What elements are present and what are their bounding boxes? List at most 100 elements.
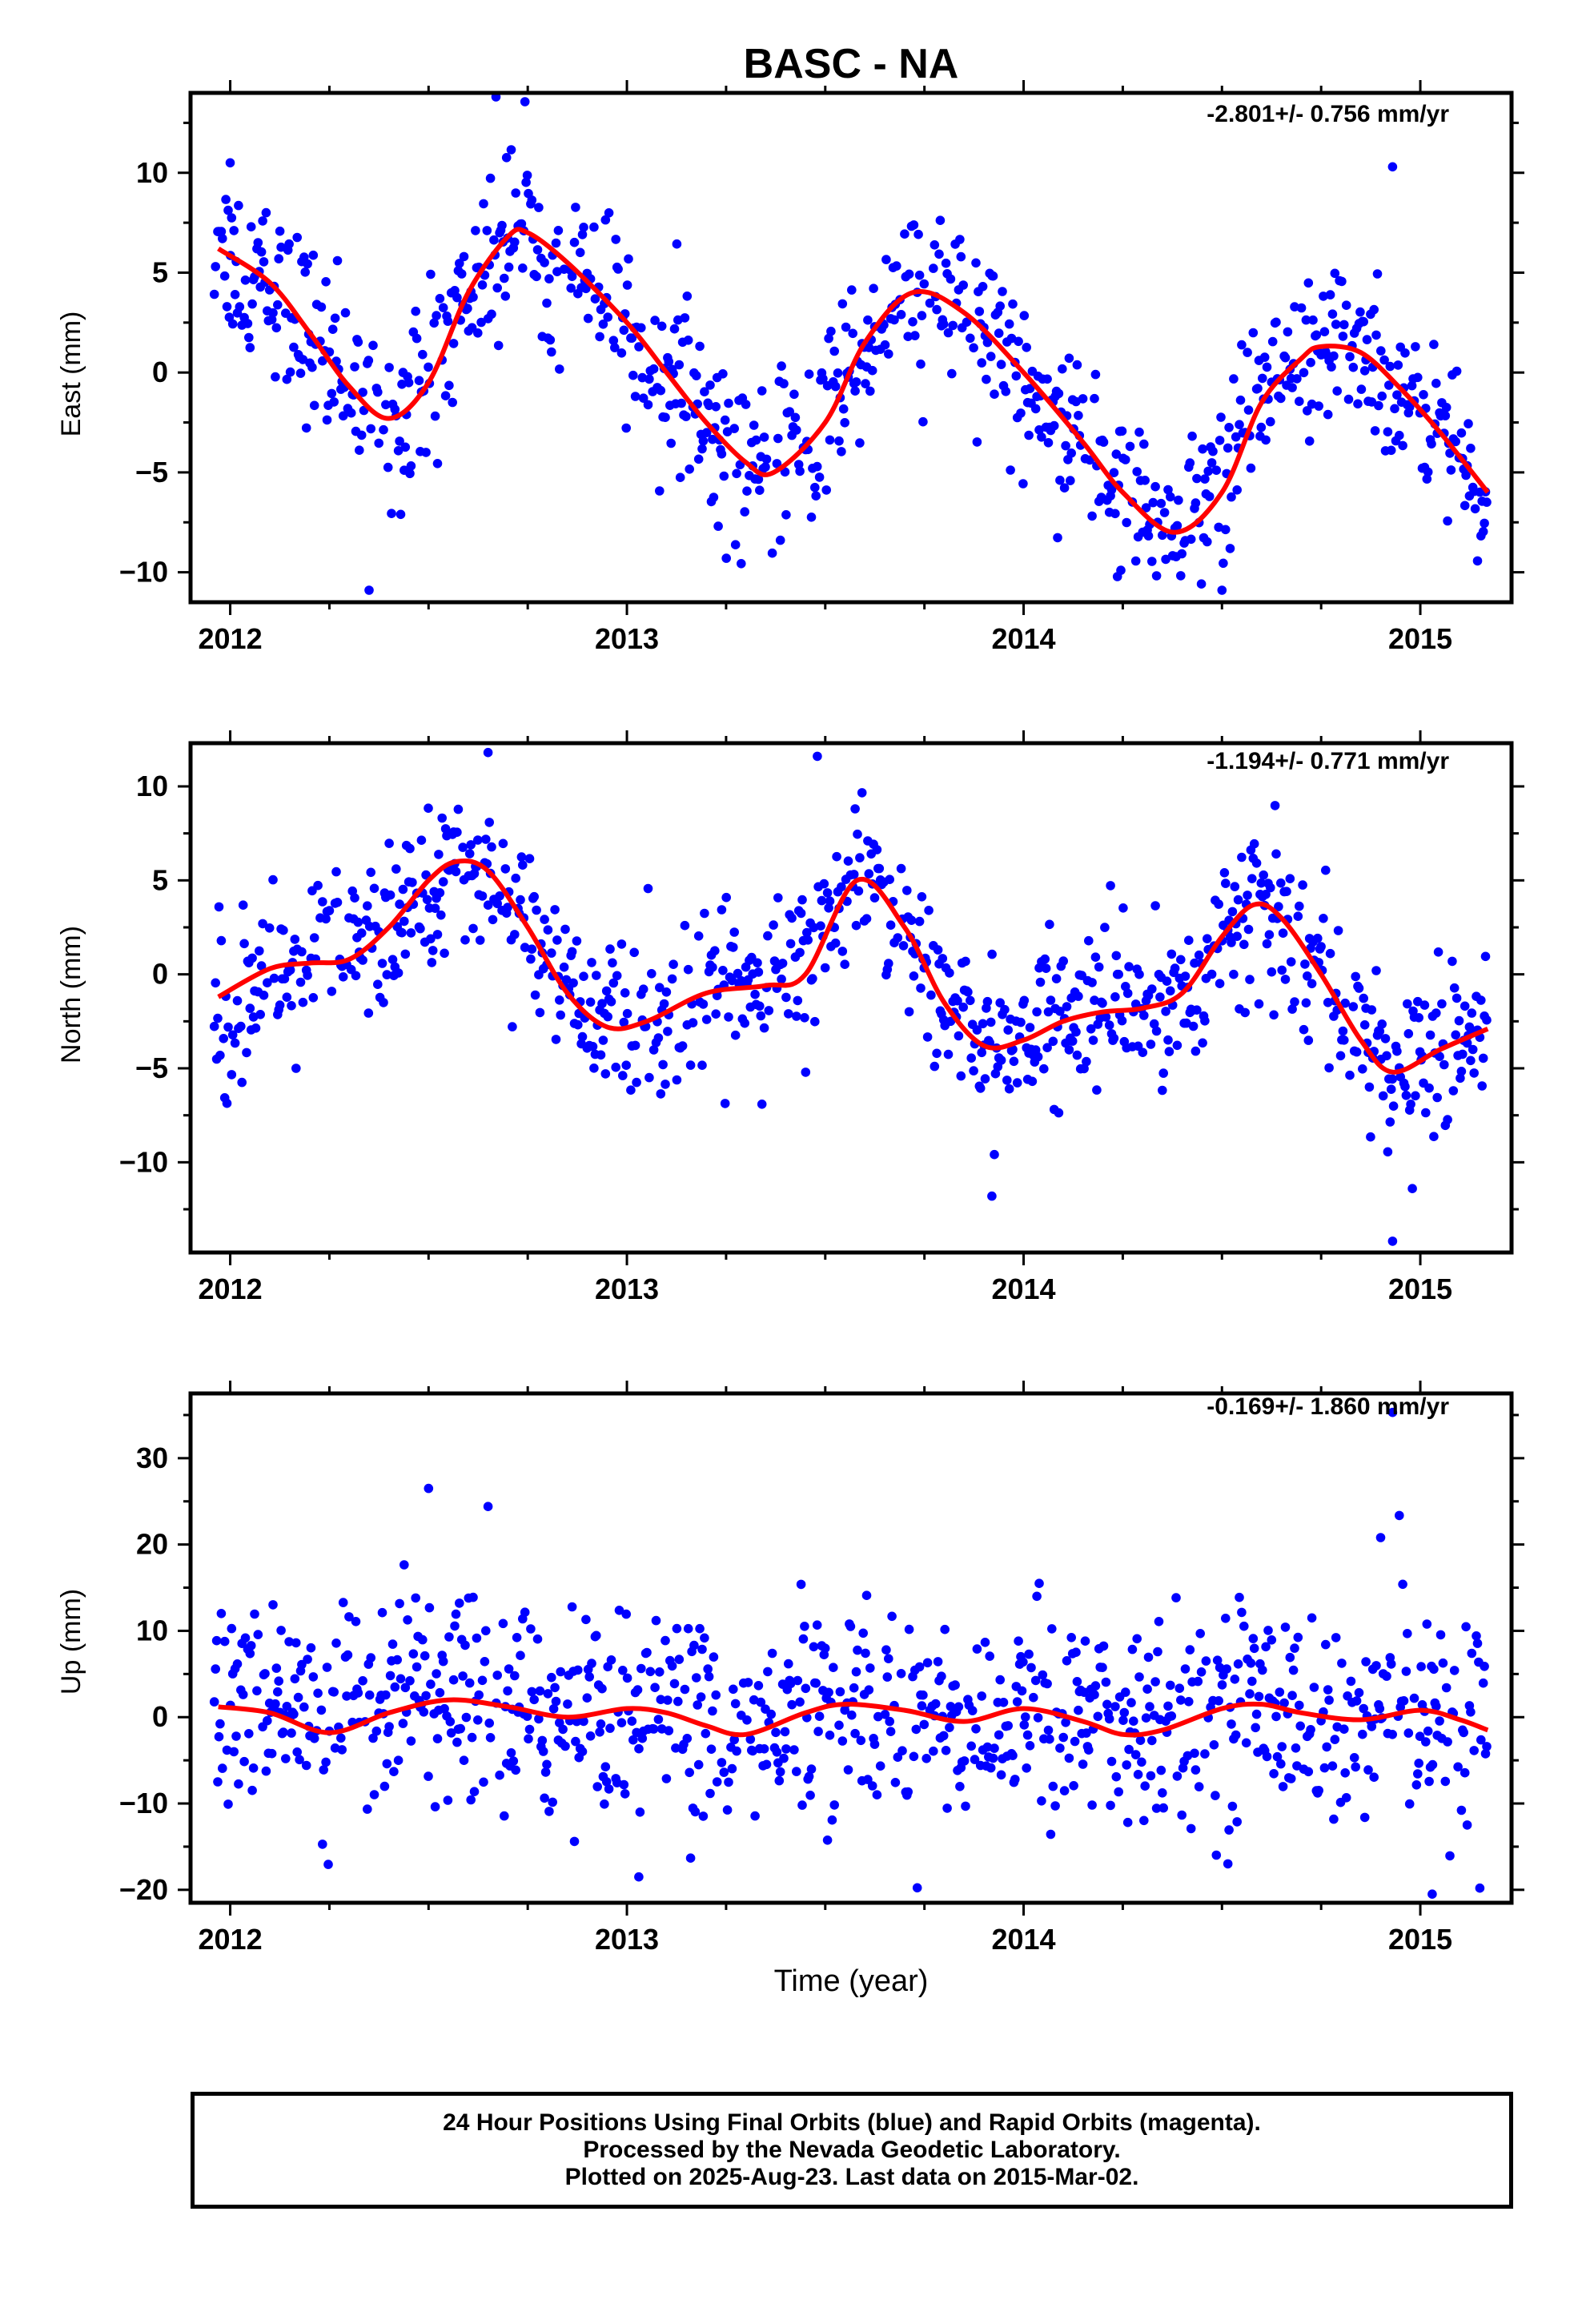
north-data-point xyxy=(1388,1101,1399,1111)
up-data-point xyxy=(880,1710,890,1719)
east-data-point xyxy=(1372,269,1383,279)
up-data-point xyxy=(1324,1695,1334,1705)
east-data-point xyxy=(438,303,448,313)
up-data-point xyxy=(1307,1613,1317,1623)
north-data-point xyxy=(777,974,786,984)
north-data-point xyxy=(643,883,653,894)
north-data-point xyxy=(309,933,319,943)
north-data-point xyxy=(430,903,440,913)
north-data-point xyxy=(1182,1018,1191,1028)
north-data-point xyxy=(236,1021,246,1031)
north-data-point xyxy=(264,923,275,933)
up-data-point xyxy=(909,1751,919,1762)
up-data-point xyxy=(250,1609,259,1619)
up-data-point xyxy=(961,1801,970,1811)
up-data-point xyxy=(316,1705,327,1715)
east-data-point xyxy=(353,337,363,347)
east-data-point xyxy=(1232,485,1242,495)
north-data-point xyxy=(644,1072,654,1083)
north-data-point xyxy=(909,971,919,981)
north-data-point xyxy=(930,1061,940,1072)
north-data-point xyxy=(1325,948,1335,959)
north-data-point xyxy=(1247,874,1257,883)
east-data-point xyxy=(1267,336,1278,347)
north-data-point xyxy=(1482,1015,1492,1025)
up-data-point xyxy=(364,1690,375,1700)
east-data-point xyxy=(298,355,308,364)
east-data-point xyxy=(583,313,593,324)
east-data-point xyxy=(452,292,462,303)
north-data-point xyxy=(282,992,292,1002)
east-data-point xyxy=(925,298,935,308)
east-data-point xyxy=(545,335,556,345)
up-data-point xyxy=(229,1747,239,1757)
north-data-point xyxy=(1298,880,1307,890)
east-data-point xyxy=(497,220,507,231)
north-data-point xyxy=(436,910,446,920)
east-data-point xyxy=(881,255,891,264)
north-data-point xyxy=(1386,1084,1396,1094)
up-data-point xyxy=(592,1782,602,1791)
east-data-point xyxy=(711,402,721,412)
east-data-point xyxy=(1319,327,1330,337)
east-data-point xyxy=(998,287,1007,296)
east-data-point xyxy=(697,444,707,454)
east-data-point xyxy=(493,340,504,351)
north-data-point xyxy=(219,1034,229,1043)
up-data-point xyxy=(722,1805,733,1815)
north-data-point xyxy=(1269,1010,1279,1020)
up-data-point xyxy=(1070,1736,1080,1747)
up-data-point xyxy=(336,1733,346,1743)
up-data-point xyxy=(395,1598,404,1609)
east-data-point xyxy=(962,317,972,328)
east-data-point xyxy=(246,222,256,232)
up-data-point xyxy=(1217,1680,1227,1690)
up-data-point xyxy=(240,1633,251,1643)
north-data-point xyxy=(606,997,616,1007)
up-data-point xyxy=(421,1691,431,1701)
up-data-point xyxy=(1193,1676,1203,1687)
east-data-point xyxy=(1400,348,1410,358)
east-data-point xyxy=(749,420,759,430)
up-data-point xyxy=(711,1690,721,1700)
north-data-point xyxy=(1100,923,1110,932)
north-data-point xyxy=(753,958,762,968)
up-data-point xyxy=(596,1719,606,1729)
east-data-point xyxy=(1111,449,1122,459)
up-data-point xyxy=(885,1727,896,1736)
east-data-point xyxy=(804,369,814,380)
east-data-point xyxy=(571,203,580,212)
east-x-ticks xyxy=(229,80,1422,615)
east-data-point xyxy=(650,316,660,325)
east-data-point xyxy=(1059,483,1070,493)
up-data-point xyxy=(1339,1724,1349,1734)
up-data-point xyxy=(1449,1666,1460,1675)
up-data-point xyxy=(511,1765,520,1775)
east-data-point xyxy=(450,286,460,296)
north-data-point xyxy=(1158,1085,1167,1096)
east-data-point xyxy=(830,381,841,392)
up-data-point xyxy=(1327,1761,1338,1771)
north-data-point xyxy=(1437,999,1447,1009)
north-data-point xyxy=(898,941,909,951)
north-data-point xyxy=(416,923,425,934)
east-data-point xyxy=(459,251,469,262)
north-data-point xyxy=(1313,933,1323,943)
up-data-point xyxy=(729,1735,739,1745)
east-data-point xyxy=(1223,443,1233,453)
north-data-point xyxy=(1432,1092,1442,1103)
east-data-point xyxy=(610,343,620,352)
up-data-point xyxy=(293,1692,303,1703)
east-data-point xyxy=(274,254,284,263)
up-data-point xyxy=(408,1649,419,1659)
up-data-point xyxy=(232,1659,243,1669)
east-data-point xyxy=(955,235,965,244)
north-data-point xyxy=(382,970,392,979)
up-data-point xyxy=(448,1675,459,1685)
up-data-point xyxy=(600,1799,609,1809)
north-data-point xyxy=(393,968,404,978)
north-data-point xyxy=(398,884,408,895)
up-data-point xyxy=(812,1620,822,1630)
north-data-point xyxy=(1194,950,1204,960)
east-rate-label: -2.801+/- 0.756 mm/yr xyxy=(1207,101,1449,127)
